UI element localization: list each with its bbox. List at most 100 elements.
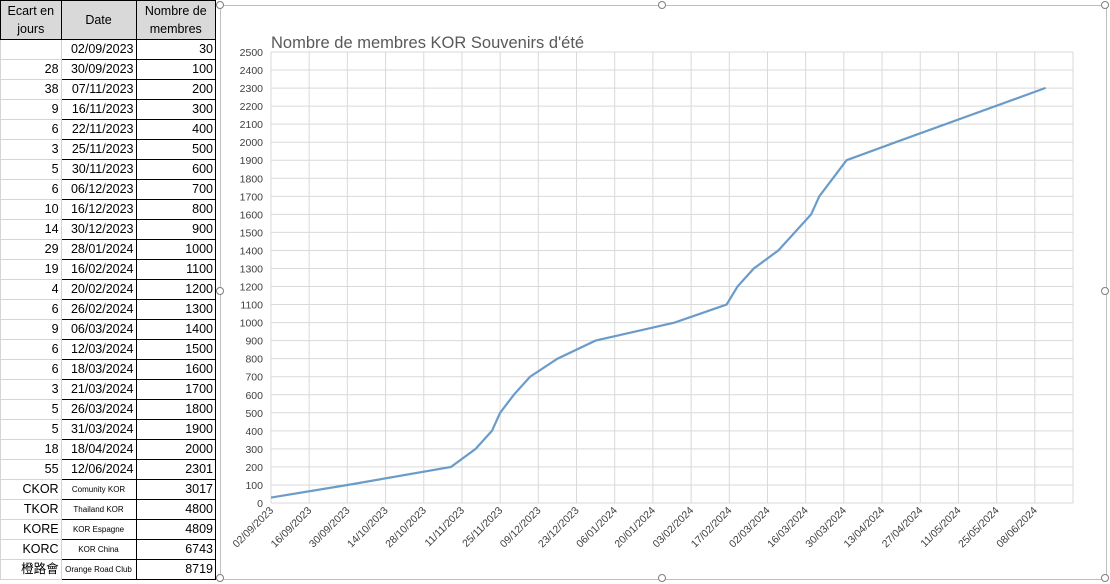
- membres-cell[interactable]: 1800: [135, 399, 216, 420]
- ecart-cell[interactable]: 18: [0, 439, 62, 460]
- membres-cell[interactable]: 1900: [135, 419, 216, 440]
- group-code-cell[interactable]: CKOR: [0, 479, 62, 500]
- group-code-cell[interactable]: 橙路會: [0, 559, 62, 580]
- group-value-cell[interactable]: 4800: [135, 499, 216, 520]
- ecart-cell[interactable]: 28: [0, 59, 62, 80]
- ecart-cell[interactable]: 55: [0, 459, 62, 480]
- membres-cell[interactable]: 200: [135, 79, 216, 100]
- ecart-cell[interactable]: 3: [0, 139, 62, 160]
- group-value-cell[interactable]: 8719: [135, 559, 216, 580]
- membres-cell[interactable]: 1600: [135, 359, 216, 380]
- table-row: 6 12/03/2024 1500: [0, 339, 216, 360]
- date-cell[interactable]: 18/03/2024: [60, 359, 137, 380]
- group-name-cell[interactable]: Comunity KOR: [60, 479, 137, 500]
- membres-cell[interactable]: 300: [135, 99, 216, 120]
- ecart-cell[interactable]: 3: [0, 379, 62, 400]
- date-cell[interactable]: 12/03/2024: [60, 339, 137, 360]
- group-name-cell[interactable]: KOR China: [60, 539, 137, 560]
- group-value-cell[interactable]: 3017: [135, 479, 216, 500]
- resize-handle-bottom-left[interactable]: [216, 574, 224, 582]
- resize-handle-bottom[interactable]: [658, 574, 666, 582]
- membres-cell[interactable]: 600: [135, 159, 216, 180]
- membres-cell[interactable]: 2301: [135, 459, 216, 480]
- table-row: 4 20/02/2024 1200: [0, 279, 216, 300]
- ecart-cell[interactable]: 6: [0, 179, 62, 200]
- ecart-cell[interactable]: 6: [0, 299, 62, 320]
- date-cell[interactable]: 16/12/2023: [60, 199, 137, 220]
- membres-cell[interactable]: 400: [135, 119, 216, 140]
- date-cell[interactable]: 22/11/2023: [60, 119, 137, 140]
- date-cell[interactable]: 18/04/2024: [60, 439, 137, 460]
- group-value-cell[interactable]: 4809: [135, 519, 216, 540]
- ecart-cell[interactable]: [0, 39, 62, 60]
- date-cell[interactable]: 21/03/2024: [60, 379, 137, 400]
- ecart-cell[interactable]: 29: [0, 239, 62, 260]
- membres-cell[interactable]: 30: [135, 39, 216, 60]
- membres-cell[interactable]: 2000: [135, 439, 216, 460]
- y-tick-label: 2000: [240, 137, 264, 149]
- group-code-cell[interactable]: KORE: [0, 519, 62, 540]
- y-tick-label: 1000: [240, 318, 264, 330]
- date-cell[interactable]: 30/09/2023: [60, 59, 137, 80]
- membres-cell[interactable]: 1700: [135, 379, 216, 400]
- membres-cell[interactable]: 700: [135, 179, 216, 200]
- membres-cell[interactable]: 1200: [135, 279, 216, 300]
- membres-cell[interactable]: 500: [135, 139, 216, 160]
- ecart-cell[interactable]: 6: [0, 119, 62, 140]
- membres-cell[interactable]: 1400: [135, 319, 216, 340]
- ecart-cell[interactable]: 38: [0, 79, 62, 100]
- header-date[interactable]: Date: [60, 0, 137, 40]
- ecart-cell[interactable]: 6: [0, 359, 62, 380]
- date-cell[interactable]: 30/12/2023: [60, 219, 137, 240]
- date-cell[interactable]: 07/11/2023: [60, 79, 137, 100]
- ecart-cell[interactable]: 9: [0, 319, 62, 340]
- date-cell[interactable]: 30/11/2023: [60, 159, 137, 180]
- date-cell[interactable]: 02/09/2023: [60, 39, 137, 60]
- membres-cell[interactable]: 1500: [135, 339, 216, 360]
- ecart-cell[interactable]: 19: [0, 259, 62, 280]
- header-ecart[interactable]: Ecart en jours: [0, 0, 62, 40]
- membres-cell[interactable]: 1000: [135, 239, 216, 260]
- date-cell[interactable]: 25/11/2023: [60, 139, 137, 160]
- membres-cell[interactable]: 900: [135, 219, 216, 240]
- ecart-cell[interactable]: 5: [0, 399, 62, 420]
- resize-handle-top-left[interactable]: [216, 1, 224, 9]
- ecart-cell[interactable]: 4: [0, 279, 62, 300]
- group-name-cell[interactable]: Orange Road Club: [60, 559, 137, 580]
- group-name-cell[interactable]: Thailand KOR: [60, 499, 137, 520]
- membres-cell[interactable]: 800: [135, 199, 216, 220]
- group-name-cell[interactable]: KOR Espagne: [60, 519, 137, 540]
- table-row: 5 26/03/2024 1800: [0, 399, 216, 420]
- resize-handle-top-right[interactable]: [1101, 1, 1109, 9]
- ecart-cell[interactable]: 6: [0, 339, 62, 360]
- date-cell[interactable]: 16/11/2023: [60, 99, 137, 120]
- chart-area[interactable]: Nombre de membres KOR Souvenirs d'été 0 1…: [220, 5, 1107, 580]
- membres-cell[interactable]: 1300: [135, 299, 216, 320]
- ecart-cell[interactable]: 14: [0, 219, 62, 240]
- header-membres[interactable]: Nombre de membres: [135, 0, 216, 40]
- resize-handle-left[interactable]: [216, 287, 224, 295]
- membres-cell[interactable]: 100: [135, 59, 216, 80]
- date-cell[interactable]: 16/02/2024: [60, 259, 137, 280]
- group-value-cell[interactable]: 6743: [135, 539, 216, 560]
- group-code-cell[interactable]: TKOR: [0, 499, 62, 520]
- resize-handle-top[interactable]: [658, 1, 666, 9]
- ecart-cell[interactable]: 5: [0, 159, 62, 180]
- ecart-cell[interactable]: 5: [0, 419, 62, 440]
- ecart-cell[interactable]: 10: [0, 199, 62, 220]
- date-cell[interactable]: 26/02/2024: [60, 299, 137, 320]
- resize-handle-right[interactable]: [1101, 287, 1109, 295]
- resize-handle-bottom-right[interactable]: [1101, 574, 1109, 582]
- date-cell[interactable]: 06/12/2023: [60, 179, 137, 200]
- date-cell[interactable]: 26/03/2024: [60, 399, 137, 420]
- membres-cell[interactable]: 1100: [135, 259, 216, 280]
- group-code-cell[interactable]: KORC: [0, 539, 62, 560]
- group-row: 橙路會 Orange Road Club 8719: [0, 559, 216, 580]
- date-cell[interactable]: 31/03/2024: [60, 419, 137, 440]
- date-cell[interactable]: 28/01/2024: [60, 239, 137, 260]
- date-cell[interactable]: 12/06/2024: [60, 459, 137, 480]
- date-cell[interactable]: 20/02/2024: [60, 279, 137, 300]
- ecart-cell[interactable]: 9: [0, 99, 62, 120]
- date-cell[interactable]: 06/03/2024: [60, 319, 137, 340]
- y-tick-label: 2100: [240, 119, 264, 131]
